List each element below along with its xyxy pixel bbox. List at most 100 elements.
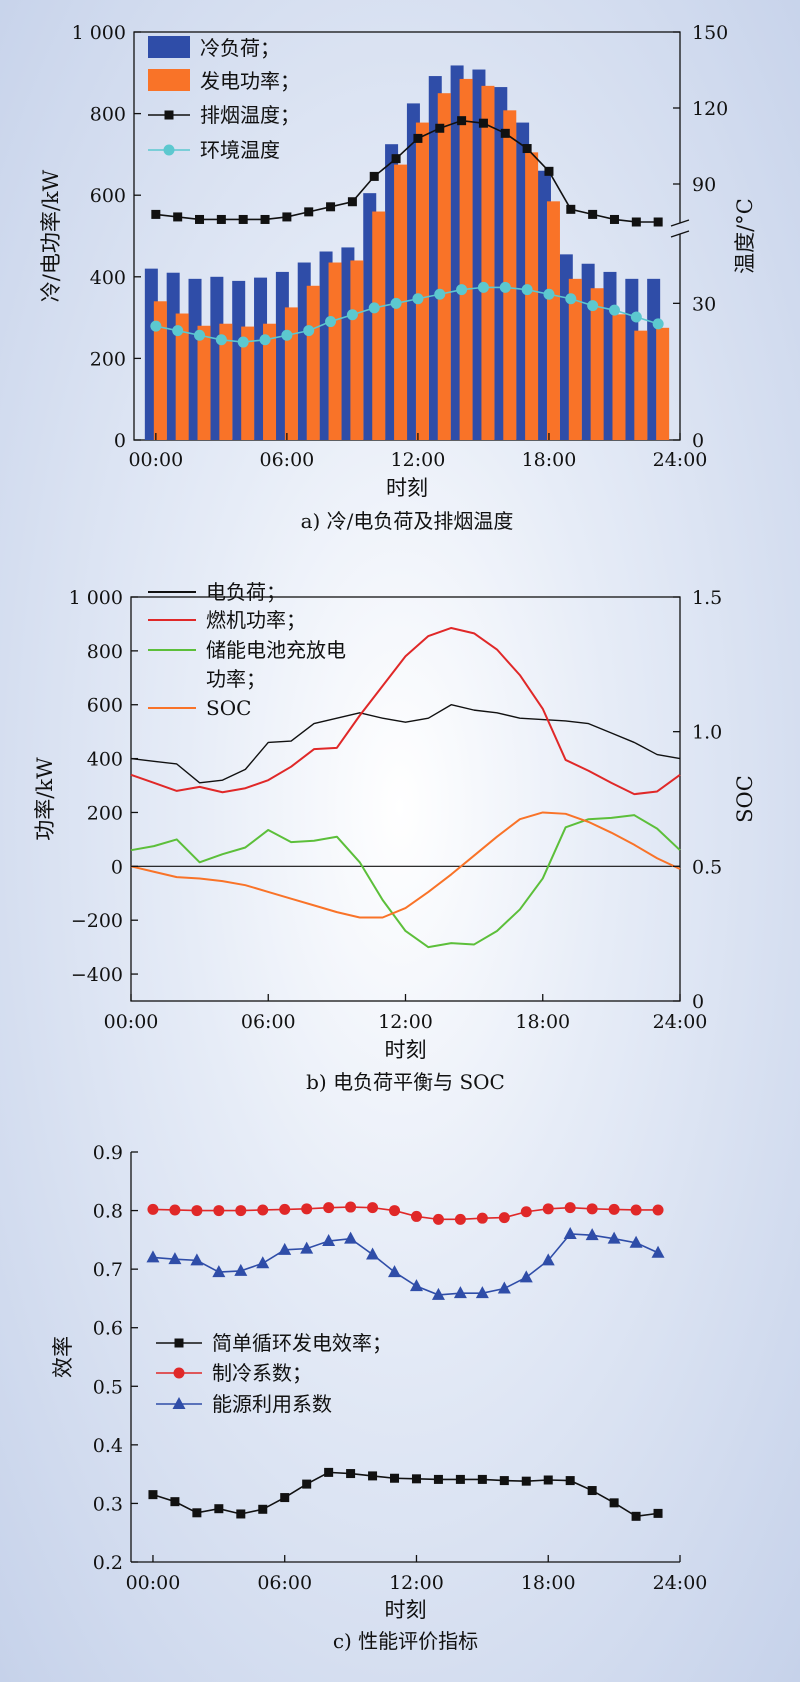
bar-power-3 xyxy=(219,323,233,440)
gen-efficiency-point-2 xyxy=(192,1508,202,1518)
legend-label-2: 储能电池充放电功率； xyxy=(206,638,346,691)
cooling-cop-point-23 xyxy=(652,1204,664,1216)
bar-power-13 xyxy=(437,93,451,440)
y-left-tick-label: 1 000 xyxy=(69,587,123,609)
y-tick-label: 0.7 xyxy=(93,1259,123,1281)
exhaust-temp-point-11 xyxy=(391,154,401,164)
gen-efficiency-point-22 xyxy=(631,1511,641,1521)
cooling-cop-point-9 xyxy=(345,1201,357,1213)
y-left-tick-label: 200 xyxy=(87,802,123,824)
bar-power-14 xyxy=(459,78,473,441)
exhaust-temp-point-17 xyxy=(522,144,532,154)
cooling-cop-point-12 xyxy=(410,1210,422,1222)
caption: c) 性能评价指标 xyxy=(333,1629,478,1653)
energy-utilization-point-8 xyxy=(322,1234,336,1247)
energy-utilization-point-16 xyxy=(497,1281,511,1294)
bar-power-2 xyxy=(197,325,211,440)
energy-utilization-point-18 xyxy=(541,1253,555,1266)
ambient-temp-point-23 xyxy=(652,318,664,330)
gen-efficiency-point-19 xyxy=(565,1476,575,1486)
cooling-cop-point-6 xyxy=(279,1203,291,1215)
ambient-temp-point-5 xyxy=(259,334,271,346)
energy-utilization-point-13 xyxy=(431,1287,445,1300)
exhaust-temp-point-7 xyxy=(304,207,314,217)
ambient-temp-point-3 xyxy=(215,334,227,346)
energy-utilization-point-22 xyxy=(629,1235,643,1248)
cooling-cop-point-17 xyxy=(520,1206,532,1218)
y-tick-label: 0.8 xyxy=(93,1201,123,1223)
y-tick-label: 0.5 xyxy=(93,1376,123,1398)
energy-utilization-point-5 xyxy=(256,1256,270,1269)
gen-efficiency-point-12 xyxy=(411,1474,421,1484)
bar-power-9 xyxy=(350,260,364,440)
y-right-axis-title: SOC xyxy=(733,775,757,823)
cooling-cop-point-18 xyxy=(542,1203,554,1215)
gen-efficiency-point-5 xyxy=(258,1504,268,1514)
ambient-temp-point-14 xyxy=(456,284,468,296)
ambient-temp-point-20 xyxy=(587,300,599,312)
exhaust-temp-point-2 xyxy=(195,214,205,224)
cooling-cop-point-3 xyxy=(213,1205,225,1217)
legend-marker-3 xyxy=(163,144,175,156)
ambient-temp-point-2 xyxy=(194,329,206,341)
energy-utilization-point-20 xyxy=(585,1228,599,1241)
energy-utilization-point-17 xyxy=(519,1270,533,1283)
cooling-cop-point-8 xyxy=(323,1202,335,1214)
exhaust-temp-point-14 xyxy=(457,116,467,126)
energy-utilization-point-2 xyxy=(190,1253,204,1266)
gen-efficiency-point-13 xyxy=(433,1474,443,1484)
legend-label-1: 制冷系数； xyxy=(212,1361,312,1385)
energy-utilization-point-1 xyxy=(168,1252,182,1265)
y-tick-label: 0.6 xyxy=(93,1318,123,1340)
y-right-tick-label: 30 xyxy=(692,293,716,315)
cooling-cop-point-0 xyxy=(147,1203,159,1215)
y-right-tick-label: 0 xyxy=(692,430,704,452)
x-tick-label: 24:00 xyxy=(653,449,708,471)
y-left-tick-label: −400 xyxy=(71,964,123,986)
bar-power-7 xyxy=(306,285,320,440)
x-tick-label: 00:00 xyxy=(128,449,183,471)
cooling-cop-point-7 xyxy=(301,1203,313,1215)
energy-utilization-point-19 xyxy=(563,1227,577,1239)
gen-efficiency-point-11 xyxy=(390,1473,400,1483)
ambient-temp-point-18 xyxy=(543,288,555,300)
y-right-axis-title: 温度/°C xyxy=(733,198,757,274)
ambient-temp-point-15 xyxy=(477,281,489,293)
ambient-temp-point-13 xyxy=(434,288,446,300)
x-tick-label: 00:00 xyxy=(126,1572,181,1594)
electric-load-line xyxy=(130,704,681,784)
gen-efficiency-point-15 xyxy=(477,1474,487,1484)
y-tick-label: 0.4 xyxy=(93,1435,123,1457)
gen-efficiency-point-4 xyxy=(236,1509,246,1519)
gen-efficiency-point-20 xyxy=(587,1486,597,1496)
exhaust-temp-point-3 xyxy=(216,214,226,224)
ambient-temp-point-10 xyxy=(368,302,380,314)
axis-break-gap xyxy=(676,223,684,234)
y-left-tick-label: −200 xyxy=(71,910,123,932)
y-right-tick-label: 0 xyxy=(692,991,704,1013)
energy-utilization-point-23 xyxy=(651,1245,665,1258)
y-axis-title: 效率 xyxy=(51,1336,75,1378)
energy-utilization-point-4 xyxy=(234,1263,248,1276)
legend-marker-0 xyxy=(174,1338,184,1348)
y-right-tick-label: 150 xyxy=(692,22,728,44)
gen-efficiency-point-21 xyxy=(609,1498,619,1508)
ambient-temp-point-0 xyxy=(150,320,162,332)
y-left-tick-label: 0 xyxy=(114,430,126,452)
exhaust-temp-point-21 xyxy=(609,214,619,224)
energy-utilization-point-6 xyxy=(278,1242,292,1255)
bar-power-16 xyxy=(503,110,517,440)
exhaust-temp-point-20 xyxy=(588,209,598,219)
legend-label-0: 简单循环发电效率； xyxy=(212,1331,392,1355)
legend-marker-2 xyxy=(164,110,174,120)
x-tick-label: 18:00 xyxy=(522,449,577,471)
bar-power-8 xyxy=(328,262,342,440)
legend-swatch-0 xyxy=(148,36,190,58)
gen-efficiency-point-14 xyxy=(455,1474,465,1484)
exhaust-temp-point-22 xyxy=(631,217,641,227)
y-left-tick-label: 800 xyxy=(90,104,126,126)
x-axis-title: 时刻 xyxy=(385,1038,427,1062)
cooling-cop-point-19 xyxy=(564,1202,576,1214)
exhaust-temp-point-15 xyxy=(478,118,488,128)
